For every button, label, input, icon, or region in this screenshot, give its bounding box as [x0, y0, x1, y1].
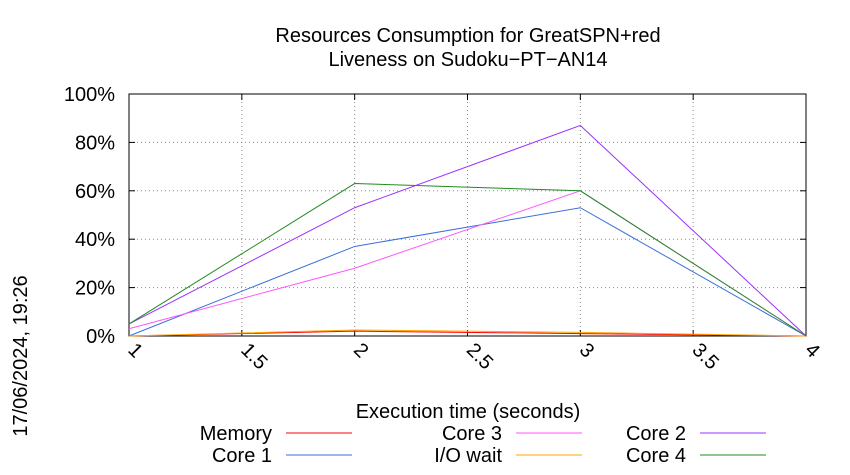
chart-title-line-2: Liveness on Sudoku−PT−AN14 — [328, 49, 607, 71]
legend-label-i-o-wait: I/O wait — [434, 445, 502, 467]
plot-frame — [128, 93, 807, 337]
x-tick-label: 3 — [575, 339, 598, 362]
x-tick-label: 1 — [123, 339, 146, 362]
x-axis-title: Execution time (seconds) — [356, 401, 581, 423]
x-tick-label: 3.5 — [688, 339, 723, 374]
legend-label-core-1: Core 1 — [212, 445, 272, 467]
series-line-memory — [128, 330, 807, 337]
x-tick-label: 2.5 — [462, 339, 497, 374]
legend-label-memory: Memory — [200, 423, 272, 445]
x-tick-label: 2 — [349, 339, 372, 362]
legend-label-core-2: Core 2 — [626, 423, 686, 445]
series-line-core-2 — [128, 124, 807, 337]
timestamp-label: 17/06/2024, 19:26 — [10, 275, 32, 436]
series-line-core-4 — [128, 183, 807, 337]
chart-title-line-1: Resources Consumption for GreatSPN+red — [275, 25, 660, 47]
legend-label-core-4: Core 4 — [626, 445, 686, 467]
series-line-core-1 — [128, 207, 807, 337]
y-tick-label: 40% — [75, 229, 115, 251]
y-tick-label: 20% — [75, 278, 115, 300]
y-tick-label: 100% — [64, 84, 115, 106]
y-tick-label: 80% — [75, 132, 115, 154]
x-tick-label: 4 — [800, 339, 823, 362]
series-lines — [128, 124, 807, 337]
y-tick-label: 60% — [75, 181, 115, 203]
series-line-i-o-wait — [128, 329, 807, 337]
grid — [129, 94, 806, 336]
x-tick-label: 1.5 — [236, 339, 271, 374]
y-tick-label: 0% — [86, 326, 115, 348]
legend-label-core-3: Core 3 — [442, 423, 502, 445]
